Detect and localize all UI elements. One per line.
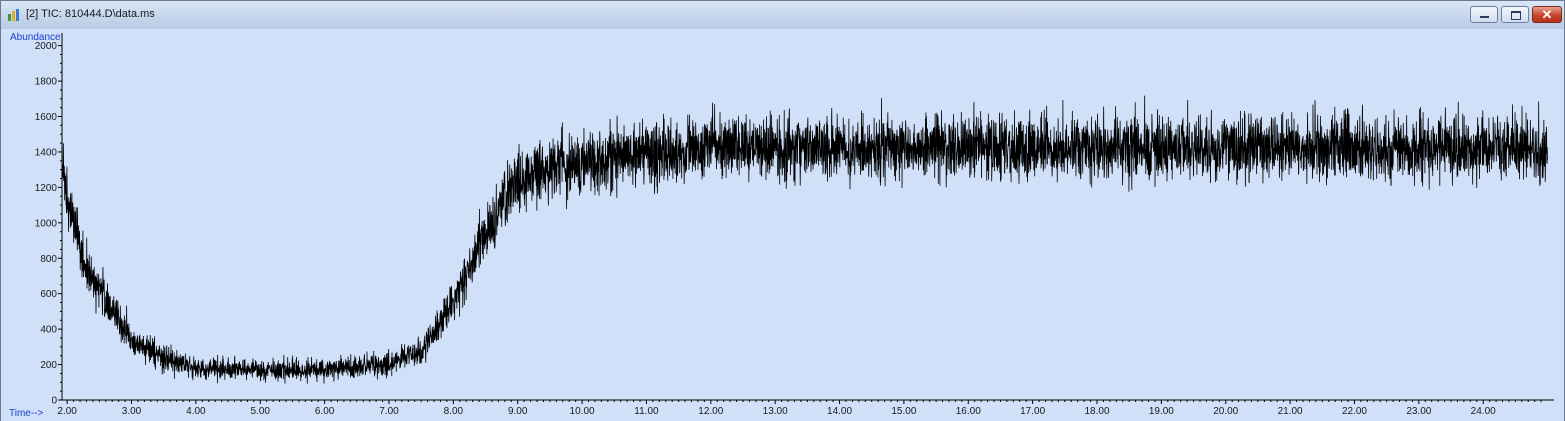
y-tick-label: 400 [40,325,57,336]
x-tick-label: 19.00 [1149,406,1174,417]
minimize-icon [1480,16,1489,18]
y-tick-label: 1400 [35,147,58,158]
maximize-icon [1511,11,1521,20]
x-tick-label: 15.00 [891,406,916,417]
x-axis-label: Time--> [9,408,44,419]
x-tick-label: 10.00 [570,406,595,417]
maximize-button[interactable] [1501,6,1529,23]
x-tick-label: 13.00 [763,406,788,417]
y-axis-label: Abundance [10,32,61,43]
title-bar[interactable]: [2] TIC: 810444.D\data.ms ✕ [1,1,1564,30]
plot-background [1,29,1564,421]
y-tick-label: 1200 [35,183,58,194]
x-tick-label: 22.00 [1342,406,1367,417]
y-tick-label: 1800 [35,77,58,88]
close-icon: ✕ [1541,7,1553,22]
x-tick-label: 18.00 [1084,406,1109,417]
axes-group: 0 200 400 600 800 1000 1200 1400 1600 1800 2000 2.0… [35,33,1554,417]
x-tick-label: 3.00 [122,406,142,417]
window-title: [2] TIC: 810444.D\data.ms [26,8,155,20]
x-tick-label: 2.00 [57,406,77,417]
tic-trace-group [62,95,1548,384]
x-tick-label: 21.00 [1278,406,1303,417]
x-tick-label: 14.00 [827,406,852,417]
y-tick-label: 800 [40,254,57,265]
x-tick-label: 17.00 [1020,406,1045,417]
chromatogram-plot[interactable]: 0 200 400 600 800 1000 1200 1400 1600 1800 2000 2.0… [1,29,1564,421]
x-tick-label: 4.00 [186,406,206,417]
tic-trace-line [62,95,1548,384]
close-button[interactable]: ✕ [1532,6,1562,23]
x-tick-label: 23.00 [1406,406,1431,417]
y-tick-label: 600 [40,289,57,300]
y-tick-label: 1600 [35,112,58,123]
y-tick-label: 2000 [35,41,58,52]
y-tick-label: 1000 [35,218,58,229]
x-tick-label: 12.00 [698,406,723,417]
y-tick-label: 200 [40,360,57,371]
minimize-button[interactable] [1470,6,1498,23]
x-tick-label: 8.00 [444,406,464,417]
x-tick-label: 24.00 [1471,406,1496,417]
x-tick-label: 11.00 [634,406,659,417]
x-tick-label: 6.00 [315,406,335,417]
x-tick-label: 20.00 [1213,406,1238,417]
app-icon [8,9,19,21]
x-tick-label: 9.00 [508,406,528,417]
y-tick-label: 0 [51,396,57,407]
x-tick-label: 16.00 [956,406,981,417]
x-tick-label: 5.00 [251,406,271,417]
x-tick-label: 7.00 [379,406,399,417]
